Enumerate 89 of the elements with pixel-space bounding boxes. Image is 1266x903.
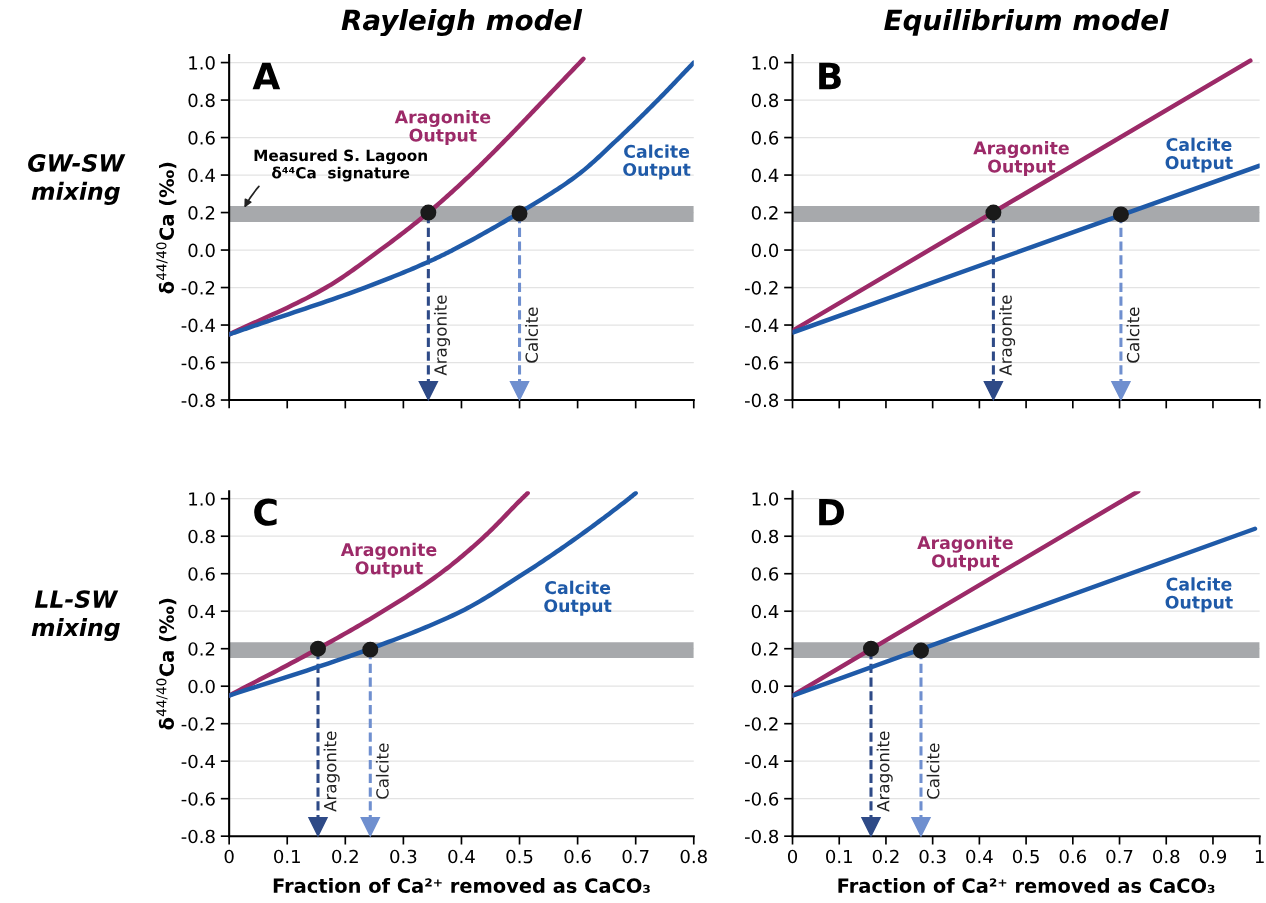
y-tick-label: 1.0 <box>752 56 779 70</box>
y-tick-label: -0.8 <box>744 393 779 408</box>
chart-title: Equilibrium model <box>884 8 1169 36</box>
y-tick-label: 0.6 <box>751 131 779 145</box>
y-tick-label: 0.8 <box>751 93 779 108</box>
annotation: A <box>252 62 281 90</box>
x-tick-label: 0.4 <box>966 849 993 864</box>
y-tick-label: 0.4 <box>188 168 215 183</box>
ref-line-label: Aragonite <box>999 295 1016 376</box>
x-axis-title: Fraction of Ca²⁺ removed as CaCO₃ <box>838 877 1215 894</box>
band-label: Measured S. Lagoon δ⁴⁴Ca signature <box>254 149 427 182</box>
text: LL-SW mixing <box>31 590 120 642</box>
y-tick-label: -0.4 <box>744 754 779 769</box>
x-tick-label: 0.9 <box>1199 849 1227 864</box>
annotation: C <box>254 498 277 526</box>
series-label: Aragonite Output <box>394 109 491 146</box>
x-tick-label: 0.2 <box>332 849 358 864</box>
series-label: Calcite Output <box>623 144 691 180</box>
y-tick-label: 0.6 <box>188 567 215 581</box>
series-label: Calcite Output <box>544 580 612 616</box>
ref-line-label: Aragonite <box>323 731 340 812</box>
y-axis-title: δ$^{44/40}$Ca (‰) <box>156 598 177 730</box>
x-tick-label: 0.5 <box>506 849 533 864</box>
y-tick-label: 0.8 <box>751 529 779 544</box>
x-tick-label: 0.4 <box>448 849 475 864</box>
ref-line-label: Aragonite <box>433 295 451 376</box>
y-tick-label: -0.8 <box>181 829 215 844</box>
x-tick-label: 0.1 <box>826 849 852 864</box>
annotation: D <box>819 499 844 526</box>
x-tick-label: 0.3 <box>919 849 946 864</box>
y-tick-label: -0.8 <box>181 393 215 408</box>
y-tick-label: -0.4 <box>181 318 215 333</box>
y-tick-label: 1.0 <box>189 56 215 70</box>
y-axis-title: δ$^{44/40}$Ca (‰) <box>156 162 177 294</box>
x-tick-label: 0.8 <box>1153 849 1180 864</box>
x-axis-title: Fraction of Ca²⁺ removed as CaCO₃ <box>273 877 650 894</box>
y-tick-label: -0.2 <box>181 717 215 731</box>
y-tick-label: -0.6 <box>181 355 215 370</box>
y-tick-label: 0.4 <box>751 168 779 183</box>
y-tick-label: -0.6 <box>181 792 215 806</box>
x-tick-label: 0.7 <box>622 849 649 864</box>
annotation: B <box>819 62 841 90</box>
y-tick-label: 0.0 <box>751 679 779 694</box>
ref-line-label: Calcite <box>926 743 940 799</box>
y-tick-label: -0.8 <box>744 829 779 844</box>
x-tick-label: 0.6 <box>564 849 591 864</box>
y-tick-label: 0.6 <box>188 131 215 145</box>
x-tick-label: 1 <box>1255 849 1264 864</box>
x-tick-label: 0 <box>787 849 798 864</box>
x-tick-label: 0.8 <box>680 849 707 864</box>
text: GW-SW mixing <box>28 154 126 205</box>
series-label: Calcite Output <box>1165 577 1233 613</box>
chart-title: Rayleigh model <box>341 8 583 37</box>
y-tick-label: 0.2 <box>751 206 778 220</box>
x-tick-label: 0.7 <box>1106 849 1133 864</box>
x-tick-label: 0.3 <box>390 849 417 864</box>
x-tick-label: 0.5 <box>1012 849 1039 864</box>
series-label: Aragonite Output <box>973 141 1069 177</box>
y-tick-label: 1.0 <box>752 492 779 506</box>
y-tick-label: 0.4 <box>751 604 779 619</box>
x-tick-label: 0.1 <box>274 849 300 864</box>
y-tick-label: 0.2 <box>188 206 215 220</box>
y-tick-label: -0.4 <box>181 754 215 769</box>
y-tick-label: 0.2 <box>188 642 215 656</box>
x-tick-label: 0 <box>224 849 234 864</box>
y-tick-label: -0.2 <box>181 281 215 295</box>
ref-line-label: Calcite <box>375 743 389 799</box>
y-tick-label: 0.0 <box>751 243 779 258</box>
y-tick-label: 0.4 <box>188 604 215 619</box>
y-tick-label: 0.0 <box>188 679 215 694</box>
y-tick-label: -0.4 <box>744 318 779 333</box>
y-tick-label: -0.2 <box>744 717 778 731</box>
series-label: Aragonite Output <box>917 535 1013 571</box>
y-tick-label: -0.2 <box>744 281 778 295</box>
ref-line-label: Calcite <box>1126 307 1140 363</box>
y-tick-label: 0.8 <box>188 529 215 544</box>
y-tick-label: 0.8 <box>188 93 215 108</box>
x-tick-label: 0.2 <box>872 849 899 864</box>
y-tick-label: 1.0 <box>189 492 215 506</box>
series-label: Aragonite Output <box>340 542 437 578</box>
ref-line-label: Aragonite <box>876 731 893 812</box>
y-tick-label: 0.6 <box>751 567 779 581</box>
y-tick-label: -0.6 <box>744 792 779 806</box>
y-tick-label: 0.2 <box>751 642 778 656</box>
ref-line-label: Calcite <box>525 307 539 363</box>
series-label: Calcite Output <box>1165 137 1233 173</box>
y-tick-label: 0.0 <box>188 243 215 258</box>
x-tick-label: 0.6 <box>1059 849 1087 864</box>
y-tick-label: -0.6 <box>744 355 779 370</box>
